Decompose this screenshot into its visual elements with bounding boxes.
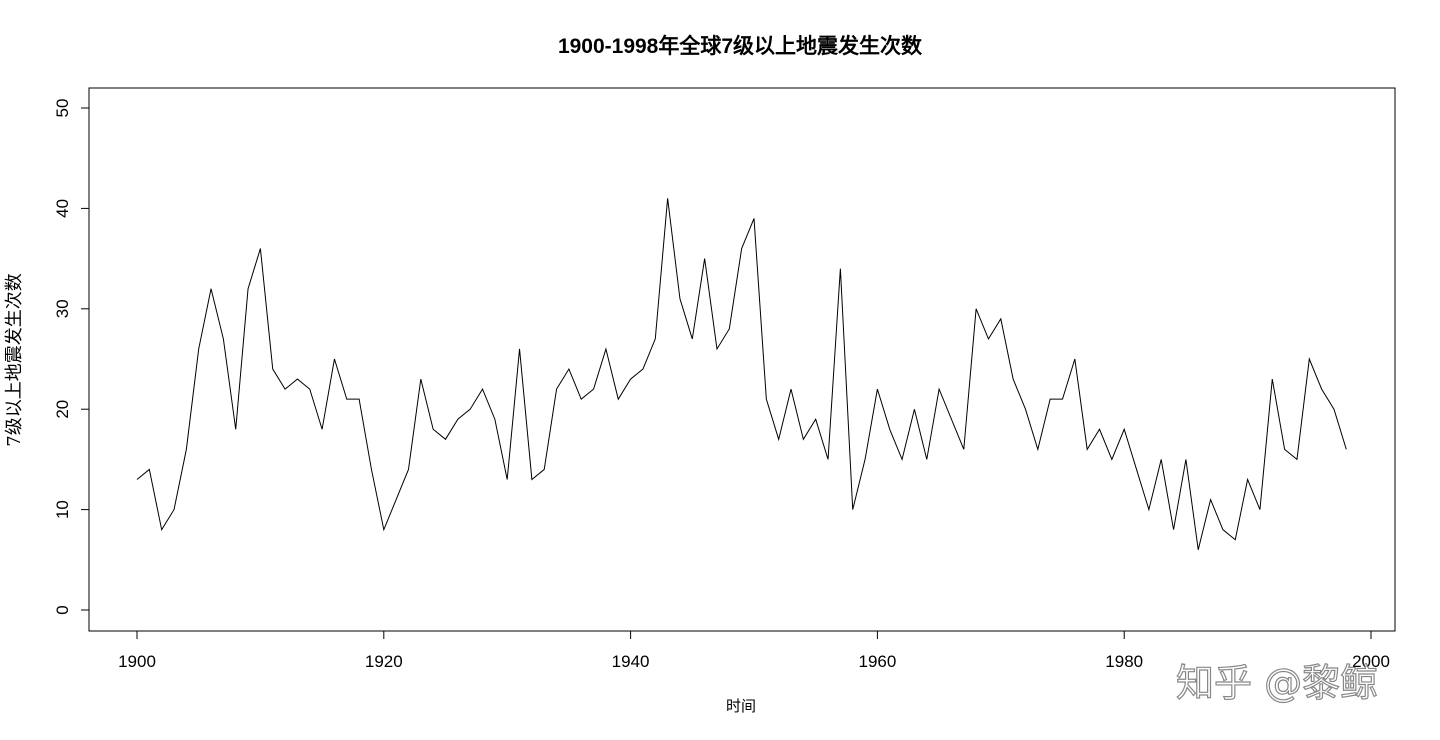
y-tick-label: 40 [53, 199, 72, 218]
x-tick-label: 1900 [118, 652, 156, 671]
y-tick-label: 50 [53, 99, 72, 118]
x-axis: 1900 1920 1940 1960 1980 2000 [118, 630, 1390, 671]
chart-title: 1900-1998年全球7级以上地震发生次数 [558, 34, 923, 58]
x-tick-label: 1940 [612, 652, 650, 671]
x-tick-label: 1960 [858, 652, 896, 671]
x-axis-title: 时间 [726, 697, 756, 715]
watermark: 知乎 @黎鲸 [1176, 661, 1378, 705]
plot-frame [88, 87, 1396, 632]
y-axis-title: 7级以上地震发生次数 [4, 273, 25, 446]
x-tick-label: 2000 [1352, 652, 1390, 671]
y-tick-label: 20 [53, 400, 72, 419]
x-tick-label: 1980 [1105, 652, 1143, 671]
y-tick-label: 30 [53, 299, 72, 318]
y-tick-label: 10 [53, 500, 72, 519]
x-tick-label: 1920 [365, 652, 403, 671]
series-line [136, 198, 1347, 550]
y-axis: 0 10 20 30 40 50 [53, 99, 90, 615]
y-tick-label: 0 [53, 605, 72, 614]
